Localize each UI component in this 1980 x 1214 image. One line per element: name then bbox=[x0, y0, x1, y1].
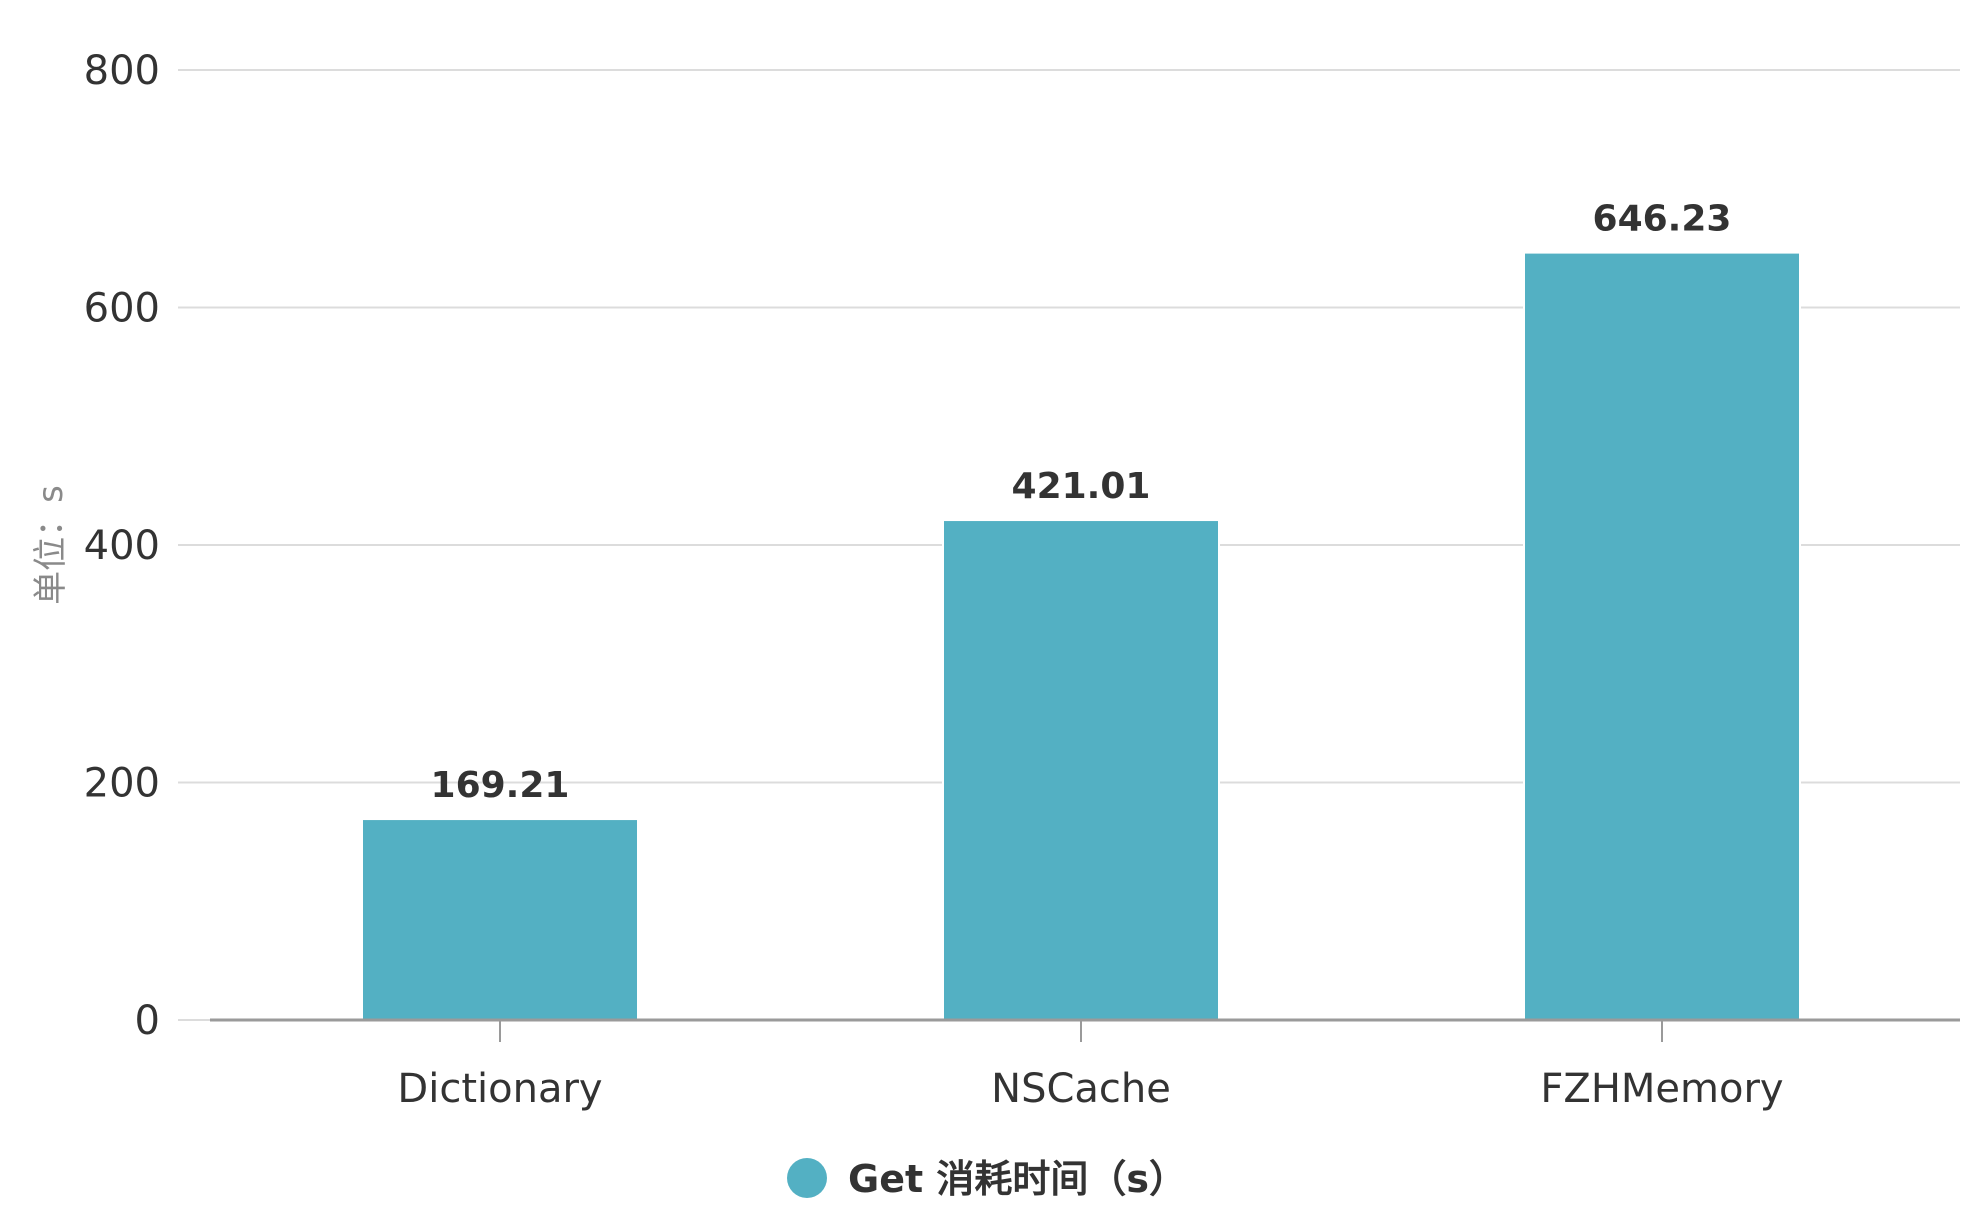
bar-fzhmemory[interactable] bbox=[1523, 251, 1801, 1021]
y-axis-title-group: 单位：s bbox=[31, 485, 71, 605]
y-axis-ticks: 0 200 400 600 800 bbox=[84, 48, 160, 1044]
x-tick-label-dictionary: Dictionary bbox=[397, 1066, 602, 1112]
y-tick-label-0: 0 bbox=[135, 998, 160, 1044]
x-tick-label-fzhmemory: FZHMemory bbox=[1540, 1066, 1783, 1112]
legend-swatch-icon[interactable] bbox=[787, 1158, 827, 1198]
data-label-dictionary: 169.21 bbox=[431, 765, 570, 806]
bars bbox=[361, 251, 1801, 1021]
bar-dictionary[interactable] bbox=[361, 818, 639, 1021]
bar-nscache[interactable] bbox=[942, 519, 1220, 1021]
x-tick-label-nscache: NSCache bbox=[991, 1066, 1171, 1112]
y-tick-label-200: 200 bbox=[84, 761, 160, 807]
x-axis: Dictionary NSCache FZHMemory bbox=[210, 1018, 1960, 1112]
y-tick-label-400: 400 bbox=[84, 523, 160, 569]
y-tick-label-800: 800 bbox=[84, 48, 160, 94]
data-label-fzhmemory: 646.23 bbox=[1593, 199, 1732, 240]
chart-title: Get bbox=[905, 0, 984, 8]
y-tick-label-600: 600 bbox=[84, 286, 160, 332]
legend-label[interactable]: Get 消耗时间（s） bbox=[848, 1157, 1187, 1201]
y-axis-title: 单位：s bbox=[31, 485, 71, 605]
data-labels: 169.21 421.01 646.23 bbox=[431, 199, 1732, 806]
data-label-nscache: 421.01 bbox=[1012, 466, 1151, 507]
title-layer: Get bbox=[905, 0, 984, 8]
legend[interactable]: Get 消耗时间（s） bbox=[787, 1157, 1187, 1201]
